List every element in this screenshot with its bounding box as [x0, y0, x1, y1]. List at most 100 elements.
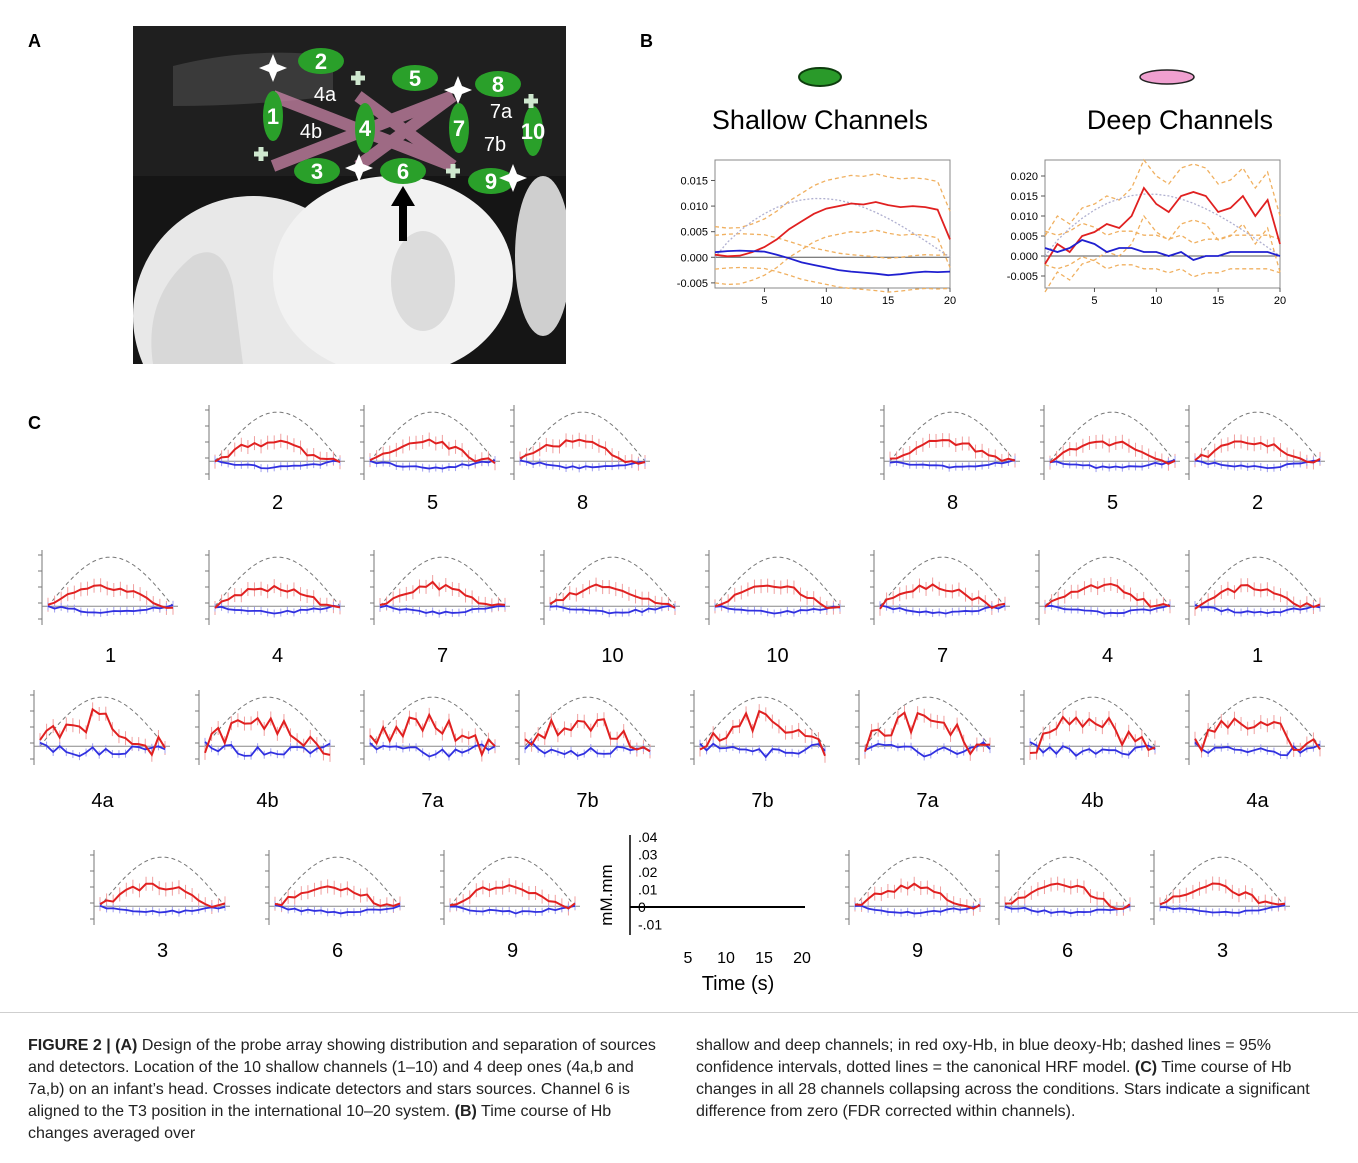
- hrf-model-line: [714, 197, 951, 258]
- shallow-channels-chart: 0.015 0.010 0.005 0.000 -0.005 5 10 15 20: [677, 159, 956, 307]
- hrf-model-line: [879, 556, 1006, 607]
- figure-caption-left: FIGURE 2 | (A) Design of the probe array…: [28, 1035, 658, 1145]
- channel-plot-5: [360, 405, 500, 480]
- detector-cross-icon: [254, 147, 268, 161]
- oxy-hb-line: [1004, 882, 1131, 910]
- deoxy-hb-line: [864, 741, 991, 758]
- scale-y-tick: .02: [638, 864, 658, 880]
- hrf-model-line: [854, 856, 981, 907]
- channel-plot-4: [205, 550, 345, 625]
- panel-label-a: A: [28, 31, 41, 51]
- svg-text:6: 6: [397, 159, 409, 184]
- hrf-model-line: [889, 411, 1016, 462]
- hrf-model-line: [379, 556, 506, 607]
- channel-label-1: 1: [104, 645, 117, 667]
- deep-optode-icon: [1139, 69, 1195, 85]
- deoxy-hb-line: [1194, 459, 1321, 470]
- oxy-hb-line: [214, 439, 341, 464]
- channel-plot-7b: [515, 690, 655, 765]
- x-tick-label: 5: [761, 295, 767, 307]
- caption-b-text-part: Time course of Hb changes averaged over: [28, 1103, 612, 1142]
- y-tick-label: -0.005: [677, 278, 708, 290]
- channel-plot-6: [265, 850, 405, 925]
- channel-plot-10: [540, 550, 680, 625]
- svg-text:4: 4: [359, 116, 372, 141]
- x-tick-label: 5: [1091, 295, 1097, 307]
- channel-plot-1: [38, 550, 178, 625]
- svg-text:2: 2: [315, 49, 327, 74]
- deoxy-hb-line: [1029, 741, 1156, 757]
- svg-text:7: 7: [453, 116, 465, 141]
- channel-label-4a: 4a: [91, 790, 114, 812]
- deoxy-hb-line: [1194, 604, 1321, 615]
- scale-y-tick: -.01: [638, 917, 662, 933]
- infant-probe-photo: 1 2 3 4 5 6 7 8 9 10 4a 4b 7a 7b: [133, 26, 566, 364]
- source-star-icon: [345, 154, 373, 182]
- channel-plot-10: [705, 550, 845, 625]
- scale-x-tick: 10: [717, 950, 735, 967]
- source-star-icon: [444, 76, 472, 104]
- channel-label-10: 10: [766, 645, 789, 667]
- y-tick-label: 0.000: [1010, 251, 1038, 263]
- x-tick-label: 20: [944, 295, 956, 307]
- optode-channel-9: 9: [468, 168, 514, 194]
- oxy-hb-line: [519, 438, 646, 465]
- channel-plot-4: [1035, 550, 1175, 625]
- channel-label-7b: 7b: [576, 790, 599, 812]
- deoxy-hb-line: [1049, 459, 1176, 470]
- optode-channel-6: 6: [380, 158, 426, 184]
- channel-label-7a: 7a: [421, 790, 444, 812]
- oxy-hb-line: [214, 584, 341, 609]
- channel-label-4a: 4a: [1246, 790, 1269, 812]
- svg-text:10: 10: [521, 119, 545, 144]
- deoxy-hb-line: [879, 604, 1006, 615]
- optode-channel-7: 7: [449, 103, 469, 153]
- shallow-optode-icon: [798, 67, 842, 87]
- oxy-hb-line: [449, 884, 576, 910]
- channel-label-4b: 4b: [256, 790, 279, 812]
- caption-a-text: Design of the probe array showing distri…: [28, 1037, 656, 1120]
- channel-label-6: 6: [331, 940, 344, 962]
- oxy-hb-line: [549, 583, 676, 609]
- deoxy-hb-line: [214, 459, 341, 470]
- channel-label-10: 10: [601, 645, 624, 667]
- confidence-interval-line: [714, 229, 951, 286]
- deoxy-hb-line: [1044, 239, 1281, 261]
- source-star-icon: [499, 164, 527, 192]
- deoxy-hb-line: [1004, 905, 1131, 915]
- deoxy-hb-line: [369, 742, 496, 758]
- confidence-interval-line: [714, 173, 951, 229]
- oxy-hb-line: [47, 584, 174, 609]
- optode-channel-10: 10: [521, 106, 545, 156]
- confidence-interval-line: [1044, 256, 1281, 278]
- scale-y-tick: 0: [638, 899, 646, 915]
- oxy-hb-line: [1044, 582, 1171, 608]
- deep-channels-chart: 0.020 0.015 0.010 0.005 0.000 -0.005 5 10 15 20: [1007, 158, 1286, 307]
- oxy-hb-line: [99, 882, 226, 909]
- channel-label-7a: 7a: [916, 790, 939, 812]
- oxy-hb-line: [369, 438, 496, 465]
- y-tick-label: 0.010: [680, 201, 708, 213]
- oxy-hb-line: [274, 885, 401, 908]
- x-tick-label: 15: [882, 295, 894, 307]
- hrf-model-line: [864, 696, 991, 747]
- shallow-channels-title: Shallow Channels: [711, 105, 929, 135]
- oxy-hb-line: [1029, 715, 1156, 754]
- hrf-model-line: [1159, 856, 1286, 907]
- svg-text:3: 3: [311, 159, 323, 184]
- channel-plot-5: [1040, 405, 1180, 480]
- scale-reference: mM.mm .04 .03.02 .010 -.01 5 10 15 20 Time (s): [597, 829, 811, 995]
- hrf-model-line: [449, 856, 576, 907]
- deoxy-hb-line: [214, 604, 341, 615]
- channel-label-2: 2: [1251, 492, 1264, 514]
- hrf-model-line: [47, 556, 174, 607]
- deoxy-hb-line: [379, 604, 506, 615]
- detector-cross-icon: [524, 94, 538, 108]
- deoxy-hb-line: [39, 741, 166, 758]
- caption-a-tag: (A): [115, 1037, 138, 1054]
- channel-plot-7b: [690, 690, 830, 765]
- hrf-model-line: [1044, 193, 1281, 257]
- hrf-model-line: [1029, 696, 1156, 747]
- channel-label-4b: 4b: [1081, 790, 1104, 812]
- deoxy-hb-line: [1194, 741, 1321, 757]
